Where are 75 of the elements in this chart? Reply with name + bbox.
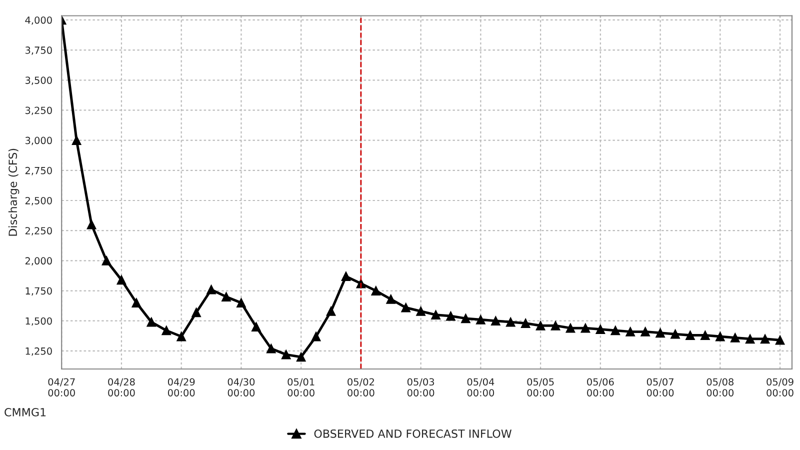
point bbox=[640, 327, 650, 336]
point bbox=[116, 275, 126, 285]
point bbox=[162, 326, 172, 336]
y-tick-label: 1,750 bbox=[26, 287, 52, 296]
point bbox=[192, 308, 201, 318]
y-tick-label: 3,750 bbox=[25, 46, 52, 55]
point bbox=[86, 220, 96, 230]
point bbox=[700, 330, 710, 340]
point bbox=[326, 306, 336, 316]
point bbox=[236, 298, 246, 308]
point bbox=[311, 332, 321, 342]
point bbox=[222, 292, 231, 302]
point bbox=[760, 334, 770, 344]
point bbox=[626, 327, 636, 336]
x-tick-label: 05/08 00:00 bbox=[706, 378, 734, 396]
point bbox=[461, 314, 470, 324]
y-tick-label: 3,250 bbox=[25, 106, 52, 116]
y-tick-label: 2,000 bbox=[25, 257, 52, 266]
point bbox=[550, 320, 560, 330]
x-tick-label: 05/02 00:00 bbox=[348, 378, 374, 396]
text: CMMG1 bbox=[4, 408, 46, 416]
point bbox=[686, 330, 695, 340]
y-tick-label: 3,500 bbox=[25, 76, 52, 85]
point bbox=[176, 332, 186, 342]
point bbox=[656, 328, 665, 338]
y-tick-label: 1,250 bbox=[26, 347, 52, 356]
x-tick-label: 05/01 00:00 bbox=[288, 378, 314, 396]
y-axis-title: Discharge (CFS) bbox=[8, 148, 20, 236]
point bbox=[146, 317, 156, 327]
y-tick-label: 2,500 bbox=[25, 196, 52, 206]
x-tick-label: 05/03 00:00 bbox=[407, 378, 434, 396]
x-tick-label: 05/06 00:00 bbox=[587, 378, 614, 396]
point bbox=[102, 256, 112, 266]
x-tick-label: 04/30 00:00 bbox=[228, 378, 255, 396]
y-tick-label: 2,250 bbox=[25, 227, 52, 236]
point bbox=[476, 314, 486, 324]
y-tick-label: 2,750 bbox=[25, 166, 52, 176]
point bbox=[775, 335, 785, 345]
point bbox=[520, 318, 530, 328]
y-tick-label: 1,500 bbox=[26, 317, 52, 326]
x-tick-label: 05/05 00:00 bbox=[527, 378, 554, 396]
legend-label: OBSERVED AND FORECAST INFLOW bbox=[314, 429, 512, 438]
point bbox=[610, 326, 620, 336]
x-tick-label: 05/07 00:00 bbox=[646, 378, 674, 396]
point bbox=[566, 323, 576, 333]
point bbox=[132, 298, 142, 308]
point bbox=[341, 272, 351, 282]
point bbox=[386, 294, 396, 304]
point bbox=[416, 306, 426, 316]
x-tick-label: 04/29 00:00 bbox=[168, 378, 195, 396]
point bbox=[596, 324, 606, 334]
point bbox=[715, 332, 725, 342]
point bbox=[490, 316, 500, 326]
x-tick-label: 05/09 00:00 bbox=[766, 378, 794, 396]
point bbox=[266, 344, 276, 354]
point bbox=[251, 322, 261, 332]
point bbox=[536, 320, 546, 330]
point bbox=[745, 334, 755, 344]
point bbox=[281, 350, 291, 360]
point bbox=[431, 310, 440, 320]
x-tick-label: 05/04 00:00 bbox=[467, 378, 494, 396]
point bbox=[670, 329, 680, 339]
x-tick-label: 04/27 00:00 bbox=[48, 378, 75, 396]
point bbox=[206, 284, 216, 294]
point bbox=[446, 311, 456, 321]
point bbox=[72, 136, 82, 146]
point bbox=[371, 286, 381, 296]
x-tick-label: 04/28 00:00 bbox=[108, 378, 135, 396]
y-tick-label: 4,000 bbox=[25, 16, 52, 25]
point bbox=[506, 317, 516, 327]
point bbox=[401, 302, 411, 312]
point bbox=[296, 352, 306, 362]
y-tick-label: 3,000 bbox=[25, 136, 52, 146]
point bbox=[580, 323, 590, 333]
point bbox=[730, 333, 740, 342]
